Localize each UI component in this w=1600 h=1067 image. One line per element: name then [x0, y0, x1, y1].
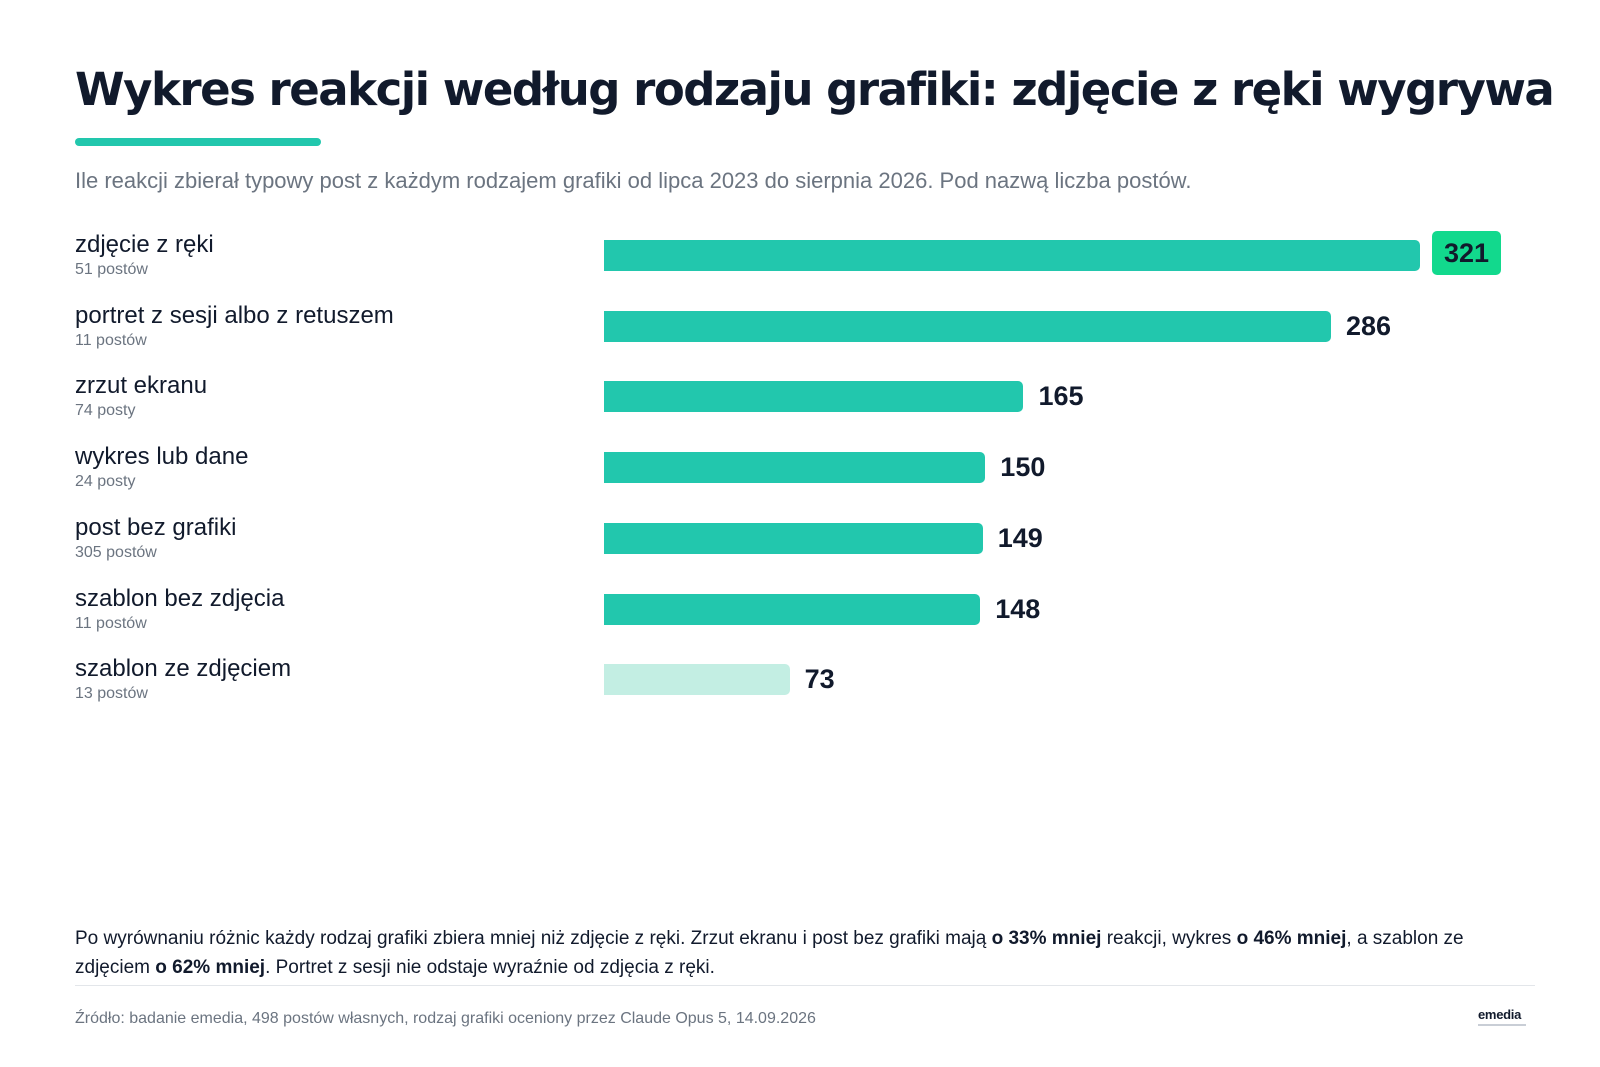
category-label: szablon bez zdjęcia [75, 584, 285, 612]
emedia-logo: emedia [1478, 1008, 1538, 1028]
bar [604, 452, 986, 484]
title-accent-line [75, 138, 321, 146]
post-count-label: 74 posty [75, 402, 136, 420]
post-count-label: 11 postów [75, 614, 147, 632]
bar [604, 522, 983, 554]
category-label: wykres lub dane [75, 443, 249, 471]
logo-underline [1478, 1024, 1526, 1026]
category-label: szablon ze zdjęciem [75, 655, 292, 683]
bar [604, 381, 1024, 413]
source-text: Źródło: badanie emedia, 498 postów własn… [75, 1010, 816, 1027]
category-label: zrzut ekranu [75, 372, 208, 400]
category-label: zdjęcie z ręki [75, 231, 214, 258]
bar [604, 664, 790, 696]
post-count-label: 51 postów [75, 261, 148, 278]
category-label: portret z sesji albo z retuszem [75, 301, 394, 329]
post-count-label: 13 postów [75, 685, 148, 703]
value-label: 149 [997, 522, 1043, 553]
bar [604, 593, 981, 625]
value-label: 165 [1038, 381, 1084, 412]
value-label: 150 [1000, 452, 1046, 483]
value-label: 73 [804, 664, 835, 695]
bar [604, 240, 1420, 271]
value-label: 321 [1432, 231, 1502, 275]
value-label: 286 [1346, 310, 1392, 341]
value-label: 148 [995, 593, 1041, 624]
footer-divider [75, 985, 1535, 986]
note-highlight: o 33% mniej [991, 928, 1102, 949]
chart-subtitle: Ile reakcji zbierał typowy post z każdym… [75, 168, 1192, 193]
note-highlight: o 46% mniej [1236, 928, 1347, 949]
footer-note: Po wyrównaniu różnic każdy rodzaj grafik… [75, 924, 1535, 982]
note-text: reakcji, wykres [1101, 928, 1237, 949]
post-count-label: 24 posty [75, 473, 136, 491]
post-count-label: 305 postów [75, 543, 157, 561]
category-label: post bez grafiki [75, 513, 237, 541]
note-text: Po wyrównaniu różnic każdy rodzaj grafik… [75, 928, 992, 949]
bar [604, 310, 1332, 342]
chart-title: Wykres reakcji według rodzaju grafiki: z… [75, 63, 1555, 116]
note-text: . Portret z sesji nie odstaje wyraźnie o… [265, 957, 715, 978]
logo-text: emedia [1478, 1007, 1522, 1022]
note-text: , a szablon ze zdjęciem [75, 928, 1464, 978]
note-highlight: o 62% mniej [155, 957, 266, 978]
post-count-label: 11 postów [75, 331, 147, 349]
